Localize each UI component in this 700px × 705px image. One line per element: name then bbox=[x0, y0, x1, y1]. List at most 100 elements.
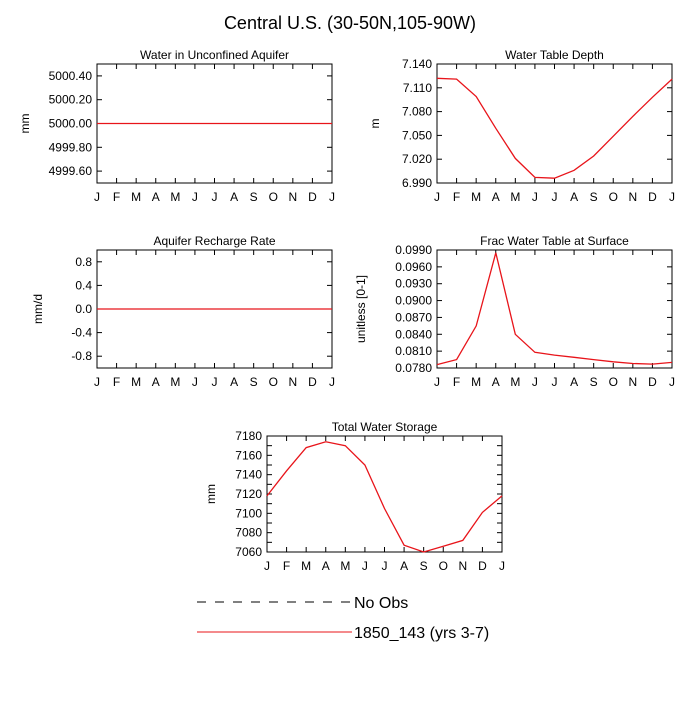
x-tick-label: J bbox=[94, 190, 100, 204]
y-tick-label: 7.110 bbox=[403, 81, 432, 95]
y-tick-label: 0.0870 bbox=[395, 310, 432, 324]
x-tick-label: N bbox=[288, 375, 297, 389]
x-tick-label: M bbox=[471, 190, 481, 204]
x-tick-label: D bbox=[478, 559, 487, 573]
legend-label-no-obs: No Obs bbox=[354, 595, 408, 612]
y-tick-label: 5000.00 bbox=[49, 117, 93, 131]
y-tick-label: -0.8 bbox=[71, 349, 92, 363]
x-tick-label: O bbox=[269, 190, 278, 204]
series-line-1850-143-yrs-3-7 bbox=[436, 252, 673, 366]
x-tick-label: D bbox=[308, 190, 317, 204]
panel-water-table-depth: Water Table Depth m 6.990 7.020 7.050 7.080 7.… bbox=[368, 48, 675, 204]
y-axis-label: unitless [0-1] bbox=[354, 275, 368, 343]
x-tick-label: D bbox=[648, 375, 657, 389]
x-tick-label: F bbox=[113, 190, 120, 204]
y-axis-label: mm bbox=[18, 114, 32, 134]
y-tick-label: 7100 bbox=[235, 506, 262, 520]
x-tick-label: J bbox=[669, 375, 675, 389]
y-tick-label: 7.020 bbox=[402, 152, 432, 166]
x-tick-label: J bbox=[499, 559, 505, 573]
y-tick-label: 0.0840 bbox=[395, 327, 432, 341]
x-tick-label: S bbox=[250, 375, 258, 389]
x-tick-label: J bbox=[192, 375, 198, 389]
x-tick-label: O bbox=[609, 190, 618, 204]
x-tick-label: J bbox=[552, 375, 558, 389]
panel-title: Total Water Storage bbox=[332, 420, 438, 434]
x-tick-label: F bbox=[453, 190, 460, 204]
y-tick-label: 0.0990 bbox=[395, 243, 432, 257]
x-tick-label: S bbox=[590, 375, 598, 389]
x-tick-label: A bbox=[230, 190, 238, 204]
x-tick-label: J bbox=[434, 190, 440, 204]
y-tick-label: 7.050 bbox=[402, 128, 432, 142]
x-tick-label: M bbox=[170, 190, 180, 204]
x-tick-label: N bbox=[628, 375, 637, 389]
panel-title: Frac Water Table at Surface bbox=[480, 234, 629, 248]
panel-total-water-storage: Total Water Storage mm 7060 7080 7100 7120 714… bbox=[204, 420, 505, 573]
x-tick-label: O bbox=[269, 375, 278, 389]
x-tick-label: O bbox=[439, 559, 448, 573]
x-tick-label: M bbox=[131, 375, 141, 389]
x-tick-label: A bbox=[570, 190, 578, 204]
y-tick-label: 5000.20 bbox=[49, 93, 93, 107]
x-tick-label: O bbox=[609, 375, 618, 389]
y-tick-label: 0.0 bbox=[75, 302, 92, 316]
x-tick-label: A bbox=[492, 190, 500, 204]
x-tick-label: J bbox=[669, 190, 675, 204]
y-axis-label: mm/d bbox=[31, 294, 45, 324]
y-tick-label: 0.0960 bbox=[395, 260, 432, 274]
x-tick-label: A bbox=[152, 375, 160, 389]
x-tick-label: D bbox=[308, 375, 317, 389]
panel-aquifer-recharge-rate: Aquifer Recharge Rate mm/d -0.8 -0.4 0.0 0.4 0… bbox=[31, 234, 335, 389]
y-tick-label: 7060 bbox=[235, 545, 262, 559]
x-tick-label: M bbox=[301, 559, 311, 573]
y-tick-label: 4999.80 bbox=[49, 140, 93, 154]
x-tick-label: J bbox=[212, 190, 218, 204]
y-axis-label: mm bbox=[204, 484, 218, 504]
x-tick-label: M bbox=[510, 375, 520, 389]
legend: No Obs 1850_143 (yrs 3-7) bbox=[197, 595, 489, 642]
y-tick-label: 0.8 bbox=[75, 255, 92, 269]
x-tick-label: J bbox=[264, 559, 270, 573]
x-tick-label: J bbox=[329, 190, 335, 204]
panel-water-in-unconfined-aquifer: Water in Unconfined Aquifer mm 4999.60 4999… bbox=[18, 48, 335, 204]
y-axis-label: m bbox=[368, 119, 382, 129]
x-tick-label: F bbox=[113, 375, 120, 389]
y-tick-label: 5000.40 bbox=[49, 69, 93, 83]
x-tick-label: J bbox=[192, 190, 198, 204]
y-tick-label: 7180 bbox=[235, 429, 262, 443]
x-tick-label: N bbox=[288, 190, 297, 204]
y-tick-label: 6.990 bbox=[402, 176, 432, 190]
x-tick-label: J bbox=[212, 375, 218, 389]
x-tick-label: A bbox=[230, 375, 238, 389]
x-tick-label: J bbox=[94, 375, 100, 389]
panel-title: Aquifer Recharge Rate bbox=[153, 234, 275, 248]
x-tick-label: A bbox=[400, 559, 408, 573]
x-tick-label: J bbox=[362, 559, 368, 573]
x-tick-label: D bbox=[648, 190, 657, 204]
y-tick-label: 0.0930 bbox=[395, 277, 432, 291]
y-tick-label: 7.140 bbox=[402, 57, 432, 71]
x-tick-label: J bbox=[329, 375, 335, 389]
x-tick-label: M bbox=[340, 559, 350, 573]
x-tick-label: J bbox=[532, 190, 538, 204]
plot-frame bbox=[436, 249, 673, 369]
panel-frac-water-table-at-surface: Frac Water Table at Surface unitless [0-1… bbox=[354, 234, 675, 389]
series-line-1850-143-yrs-3-7 bbox=[266, 441, 503, 553]
x-tick-label: M bbox=[131, 190, 141, 204]
chart-panels: Water in Unconfined Aquifer mm 4999.60 4999… bbox=[18, 48, 675, 573]
x-tick-label: J bbox=[532, 375, 538, 389]
plot-frame bbox=[436, 63, 673, 184]
panel-title: Water Table Depth bbox=[505, 48, 604, 62]
x-tick-label: N bbox=[458, 559, 467, 573]
y-tick-label: 0.0900 bbox=[395, 294, 432, 308]
x-tick-label: F bbox=[453, 375, 460, 389]
y-tick-label: 7080 bbox=[235, 526, 262, 540]
y-tick-label: 7120 bbox=[235, 487, 262, 501]
y-tick-label: 7.080 bbox=[402, 105, 432, 119]
x-tick-label: S bbox=[420, 559, 428, 573]
x-tick-label: F bbox=[283, 559, 290, 573]
y-tick-label: -0.4 bbox=[71, 326, 92, 340]
x-tick-label: M bbox=[170, 375, 180, 389]
